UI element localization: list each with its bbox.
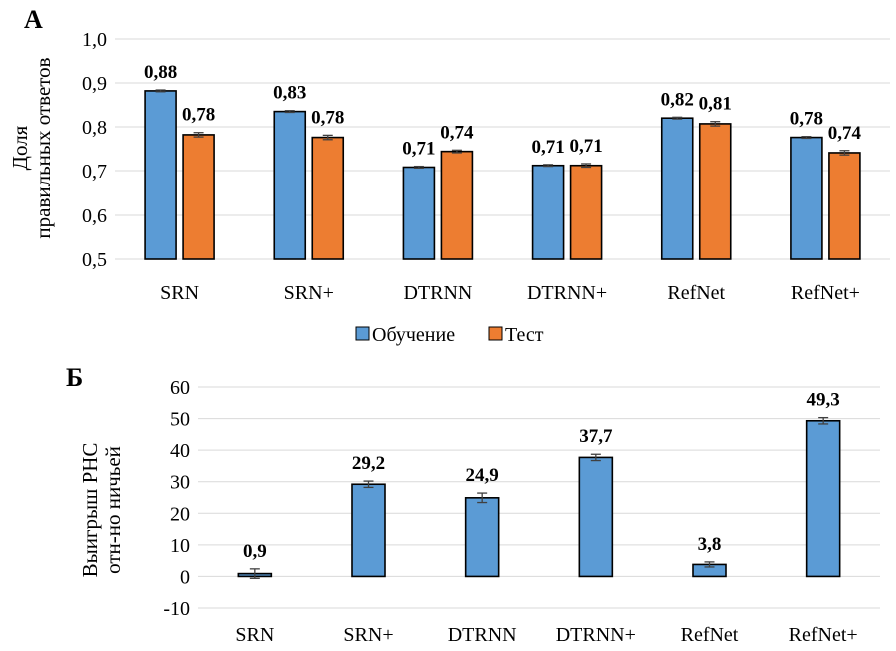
panel-a-bar-dtrnn-plus-test	[569, 164, 603, 260]
panel-a-data-label: 0,71	[569, 136, 602, 157]
panel-b-data-label: 24,9	[466, 465, 499, 486]
panel-a-ytick-label: 0,7	[82, 161, 107, 183]
panel-b-data-label: 37,7	[579, 426, 613, 447]
panel-b-category-label: SRN	[235, 624, 274, 646]
panel-a-gridlines	[115, 38, 890, 260]
panel-a-data-label: 0,78	[790, 109, 823, 130]
panel-b-ytick-label: 10	[170, 535, 190, 557]
panel-b-bar-dtrnn-plus-train	[578, 456, 614, 578]
legend-label-train: Обучение	[372, 324, 455, 346]
panel-a-category-label: SRN+	[284, 282, 334, 304]
panel-a-ytick-label: 0,6	[82, 205, 107, 227]
panel-b-ytick-label: 60	[170, 377, 190, 399]
panel-a-bar-srn-train	[144, 90, 177, 260]
panel-b-ytick-label: 0	[180, 566, 190, 588]
panel-a-letter: А	[24, 5, 43, 34]
panel-b-bar-srn-plus-train	[351, 483, 386, 578]
panel-a-data-label: 0,81	[699, 94, 732, 115]
panel-b-bar-refnet-plus-train	[805, 419, 841, 578]
panel-a-bar-refnet-plus-test	[828, 152, 861, 260]
panel-a-category-label: RefNet	[667, 282, 725, 304]
panel-a-y-ticks: 0,5 0,6 0,7 0,8 0,9 1,0	[82, 29, 107, 271]
legend-label-test: Тест	[505, 324, 544, 346]
panel-b-data-label: 3,8	[698, 534, 722, 555]
panel-a-data-label: 0,88	[144, 62, 177, 83]
panel-b-letter: Б	[66, 363, 83, 392]
panel-a-bar-dtrnn-plus-train	[531, 164, 565, 260]
chart-panel-a: А 0,50,60,70,80,91,0 0,880,780,830,780,7…	[8, 5, 890, 346]
panel-b-y-ticks: -10 0 10 20 30 40 50 60	[163, 377, 190, 620]
legend-swatch-train	[355, 326, 370, 341]
panel-b-category-label: DTRNN+	[556, 624, 636, 646]
panel-a-bars: 0,880,780,830,780,710,740,71 0,710,82 0,81…	[144, 62, 862, 260]
panel-a-categories: SRN SRN+ DTRNN DTRNN+ RefNet RefNet+	[160, 282, 860, 304]
panel-a-bar-srn-test	[182, 134, 215, 260]
panel-a-ylabel-line-1: Доля	[8, 125, 32, 170]
panel-b-data-label: 49,3	[807, 390, 840, 411]
panel-b-data-label: 29,2	[352, 453, 385, 474]
panel-b-category-label: SRN+	[343, 624, 393, 646]
panel-a-data-label: 0,78	[311, 107, 344, 128]
panel-a-bar-srn-plus-test	[311, 136, 345, 260]
panel-b-ylabel-line-1: Выигрыш РНС	[78, 443, 102, 578]
legend-swatch-test	[488, 326, 503, 341]
panel-b-ytick-label: 20	[170, 503, 190, 525]
panel-a-category-label: DTRNN	[403, 282, 472, 304]
panel-a-data-label: 0,71	[402, 139, 435, 160]
panel-a-category-label: RefNet+	[791, 282, 860, 304]
panel-a-bar-dtrnn-train	[402, 166, 436, 260]
panel-a-bar-refnet-plus-train	[790, 136, 823, 260]
panel-a-bar-dtrnn-test	[440, 150, 474, 260]
panel-b-bar-dtrnn-train	[464, 497, 500, 578]
panel-b-gridlines	[198, 386, 880, 609]
panel-a-ylabel-line-2: правильных ответов	[31, 57, 55, 238]
panel-b-ytick-label: 50	[170, 409, 190, 431]
panel-a-bar-refnet-test	[698, 123, 732, 260]
panel-a-data-label: 0,82	[661, 89, 694, 110]
panel-b-ytick-label: 40	[170, 440, 190, 462]
panel-b-ylabel-line-2: отн-но ничьей	[101, 446, 125, 574]
chart-panel-b: Б -10 0 10 20 30 40 50 60 0,9 29,2 24,9 37,7 3,8 49,…	[66, 363, 880, 646]
panel-a-category-label: SRN	[160, 282, 199, 304]
panel-a-ytick-label: 0,5	[82, 249, 107, 271]
panel-a-data-label: 0,83	[273, 83, 306, 104]
legend: Обучение Тест	[355, 324, 544, 346]
panel-b-data-label: 0,9	[243, 541, 267, 562]
panel-b-ytick-label: 30	[170, 472, 190, 494]
panel-a-ytick-label: 0,8	[82, 117, 107, 139]
panel-b-category-label: RefNet+	[789, 624, 858, 646]
panel-a-data-label: 0,71	[531, 137, 564, 158]
panel-a-ytick-label: 1,0	[82, 29, 107, 51]
panel-a-bar-srn-plus-train	[273, 110, 307, 260]
panel-a-category-label: DTRNN+	[527, 282, 607, 304]
panel-a-data-label: 0,74	[828, 123, 862, 144]
panel-a-data-label: 0,78	[182, 105, 215, 126]
panel-b-ytick-label: -10	[163, 598, 190, 620]
panel-a-bar-refnet-train	[660, 117, 694, 260]
panel-b-categories: SRN SRN+ DTRNN DTRNN+ RefNet RefNet+	[235, 624, 857, 646]
panel-b-category-label: DTRNN	[448, 624, 517, 646]
panel-b-bars: 0,9 29,2 24,9 37,7 3,8 49,3	[237, 390, 841, 579]
panel-a-ytick-label: 0,9	[82, 73, 107, 95]
panel-a-data-label: 0,74	[440, 122, 474, 143]
panel-b-category-label: RefNet	[681, 624, 739, 646]
